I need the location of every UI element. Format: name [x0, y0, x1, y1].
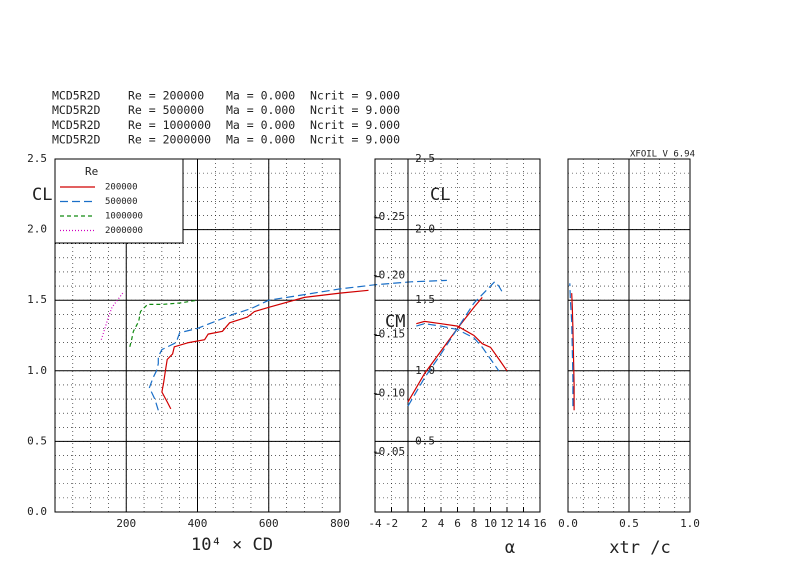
y-tick-label: 1.5: [27, 293, 47, 306]
series-line: [416, 320, 508, 372]
x-tick-label: 16: [533, 517, 546, 530]
header-re: Re = 2000000: [128, 133, 211, 147]
y2-axis-title: CM: [385, 312, 405, 332]
y-tick-label: 0.5: [27, 434, 47, 447]
y2-tick-label: -0.15: [372, 328, 405, 341]
x-tick-label: 10: [484, 517, 497, 530]
panel: 0.0 0.5 1.0 xtr /c: [558, 158, 700, 558]
version: XFOIL V 6.94: [630, 150, 695, 160]
series-line: [569, 283, 574, 407]
series-line: [416, 323, 500, 372]
series-line: [571, 293, 575, 411]
x-axis-title: 10⁴ × CD: [191, 535, 273, 555]
header: XFOIL V 6.94: [630, 150, 695, 160]
header-airfoil: MCD5R2D: [52, 89, 101, 103]
y-tick-label: 2.0: [415, 223, 435, 236]
legend-title: Re: [85, 165, 98, 178]
x-tick-label: 12: [500, 517, 513, 530]
y2-tick-label: -0.05: [372, 445, 405, 458]
x-axis-title: α: [505, 538, 515, 558]
y2-tick-label: -0.20: [372, 269, 405, 282]
x-tick-label: 0.5: [619, 517, 639, 530]
x-tick-label: 400: [188, 517, 208, 530]
series-line: [148, 279, 447, 411]
header-ncrit: Ncrit = 9.000: [310, 118, 400, 132]
x-tick-label: -4: [368, 517, 382, 530]
x-tick-label: 800: [330, 517, 350, 530]
x-tick-label: 0.0: [558, 517, 578, 530]
header-ma: Ma = 0.000: [226, 89, 295, 103]
legend: Re 200000 500000 1000000 2000000: [54, 158, 184, 244]
header-ma: Ma = 0.000: [226, 118, 295, 132]
x-tick-label: 6: [454, 517, 461, 530]
x-tick-label: 600: [259, 517, 279, 530]
series-line: [407, 280, 504, 407]
y2-tick-label: -0.10: [372, 386, 405, 399]
panel: 0.51.01.52.02.5-0.05-0.10-0.15-0.20-0.25…: [368, 152, 546, 558]
x-tick-label: -2: [385, 517, 398, 530]
x-axis-title: xtr /c: [609, 538, 670, 558]
x-tick-label: 2: [421, 517, 428, 530]
header-ncrit: Ncrit = 9.000: [310, 89, 400, 103]
series-line: [407, 297, 483, 403]
plot-frame: [374, 158, 541, 513]
y-tick-label: 2.0: [27, 223, 47, 236]
header-airfoil: MCD5R2D: [52, 118, 101, 132]
x-tick-label: 14: [517, 517, 531, 530]
header-ncrit: Ncrit = 9.000: [310, 103, 400, 117]
y-tick-label: 0.5: [415, 434, 435, 447]
y-tick-label: 0.0: [27, 505, 47, 518]
legend-label: 1000000: [105, 212, 143, 222]
y-axis-title: CL: [430, 185, 450, 205]
y-axis-title: CL: [32, 185, 52, 205]
plot-frame: [54, 158, 341, 513]
x-tick-label: 1.0: [680, 517, 700, 530]
header-ma: Ma = 0.000: [226, 103, 295, 117]
series-line: [129, 299, 198, 347]
y-tick-label: 1.0: [27, 364, 47, 377]
plot-frame: [567, 158, 691, 513]
x-tick-label: 200: [116, 517, 136, 530]
legend-label: 500000: [105, 197, 138, 207]
legend-label: 2000000: [105, 226, 143, 236]
y-tick-label: 1.0: [415, 364, 435, 377]
header-ma: Ma = 0.000: [226, 133, 295, 147]
header-airfoil: MCD5R2D: [52, 133, 101, 147]
header-re: Re = 1000000: [128, 118, 211, 132]
series-line: [161, 289, 369, 410]
header-airfoil: MCD5R2D: [52, 103, 101, 117]
header-re: Re = 500000: [128, 103, 204, 117]
legend-label: 200000: [105, 183, 138, 193]
x-tick-label: 4: [438, 517, 445, 530]
y-tick-label: 1.5: [415, 293, 435, 306]
x-tick-label: 8: [471, 517, 478, 530]
y-tick-label: 2.5: [27, 152, 47, 165]
y2-tick-label: -0.25: [372, 210, 405, 223]
header-ncrit: Ncrit = 9.000: [310, 133, 400, 147]
header-re: Re = 200000: [128, 89, 204, 103]
